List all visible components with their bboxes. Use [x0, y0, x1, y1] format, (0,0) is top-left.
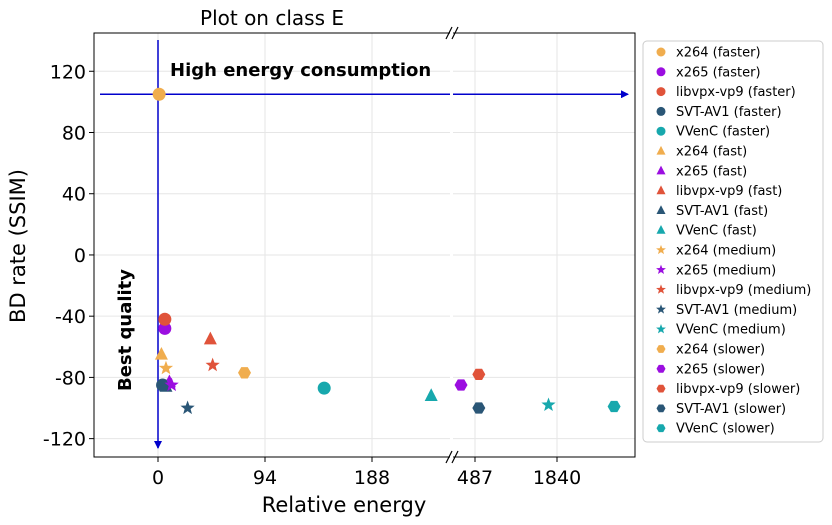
legend-entry-label: VVenC (slower) — [676, 422, 775, 437]
legend-entry-label: VVenC (fast) — [676, 224, 757, 239]
chart-title: Plot on class E — [200, 6, 344, 30]
y-axis-label: BD rate (SSIM) — [6, 169, 30, 323]
axis-break-mark — [451, 26, 459, 40]
legend-marker — [656, 384, 666, 393]
data-point — [180, 400, 195, 415]
y-tick-label: -40 — [55, 306, 86, 328]
data-point — [317, 381, 331, 395]
legend-entry-label: SVT-AV1 (faster) — [676, 105, 782, 120]
data-point — [541, 397, 556, 412]
legend-marker — [656, 284, 666, 294]
y-tick-label: 80 — [62, 122, 86, 144]
data-point — [472, 368, 486, 380]
legend-marker — [656, 404, 666, 413]
legend-marker — [656, 205, 666, 214]
axis-break-mark — [451, 450, 459, 464]
x-axis-label: Relative energy — [262, 493, 427, 517]
legend-entry-label: x264 (medium) — [676, 244, 776, 259]
legend-entry-label: libvpx-vp9 (medium) — [676, 283, 811, 298]
legend-marker — [656, 424, 666, 433]
legend-marker — [656, 244, 666, 255]
x-tick-label: 94 — [253, 467, 277, 489]
data-point — [203, 331, 217, 345]
y-tick-label: 120 — [50, 61, 86, 83]
legend-entry-label: VVenC (medium) — [676, 323, 786, 338]
x-tick-label: 0 — [152, 467, 164, 489]
data-point — [158, 312, 172, 326]
legend-entry-label: x264 (slower) — [676, 343, 765, 358]
legend-marker — [656, 67, 666, 77]
legend-marker — [656, 304, 666, 314]
legend-entry-label: libvpx-vp9 (faster) — [676, 85, 796, 100]
data-point — [238, 367, 252, 379]
legend-marker — [656, 345, 666, 353]
y-tick-label: -120 — [43, 429, 86, 451]
data-point — [158, 360, 174, 375]
legend-box — [642, 40, 824, 443]
data-point — [472, 402, 486, 414]
legend-entry-label: x265 (slower) — [676, 362, 765, 377]
legend-entry-label: SVT-AV1 (fast) — [676, 204, 768, 219]
x-tick-label: 487 — [457, 467, 493, 489]
legend-marker — [656, 87, 666, 97]
legend-marker — [656, 106, 666, 116]
legend-entry-label: SVT-AV1 (slower) — [676, 402, 786, 417]
legend-entry-label: x264 (faster) — [676, 46, 761, 61]
high-energy-annotation: High energy consumption — [170, 60, 431, 81]
data-point — [454, 379, 468, 391]
legend-marker — [656, 145, 666, 155]
legend-entry-label: SVT-AV1 (medium) — [676, 303, 797, 318]
legend-entry-label: libvpx-vp9 (slower) — [676, 382, 800, 397]
legend-marker — [656, 364, 666, 373]
y-tick-label: 0 — [74, 245, 86, 267]
data-point — [152, 87, 166, 101]
data-point — [154, 346, 168, 360]
legend-marker — [656, 324, 666, 334]
legend-entry-label: x265 (faster) — [676, 65, 761, 80]
data-point — [158, 321, 172, 335]
legend-entry-label: libvpx-vp9 (fast) — [676, 184, 782, 199]
y-tick-label: 40 — [62, 184, 86, 206]
data-point — [164, 377, 179, 392]
legend-marker — [656, 126, 666, 136]
axis-break-mark — [445, 26, 453, 40]
legend-entry-label: x265 (fast) — [676, 164, 747, 179]
legend-entry-label: VVenC (faster) — [676, 125, 770, 140]
x-tick-label: 1840 — [533, 467, 581, 489]
data-point — [424, 388, 438, 401]
legend-marker — [656, 185, 666, 195]
best-quality-annotation: Best quality — [115, 269, 136, 391]
legend-marker — [656, 264, 666, 274]
legend-marker — [656, 225, 666, 234]
data-point — [205, 357, 220, 372]
y-tick-label: -80 — [55, 367, 86, 389]
right-axes-frame — [453, 32, 636, 458]
legend-entry-label: x265 (medium) — [676, 263, 776, 278]
axis-break-mark — [445, 450, 453, 464]
data-point — [607, 400, 621, 413]
x-tick-label: 188 — [354, 467, 390, 489]
left-axes-frame — [93, 32, 450, 458]
legend-entry-label: x264 (fast) — [676, 145, 747, 160]
legend-marker — [656, 47, 666, 57]
legend-marker — [656, 165, 666, 175]
